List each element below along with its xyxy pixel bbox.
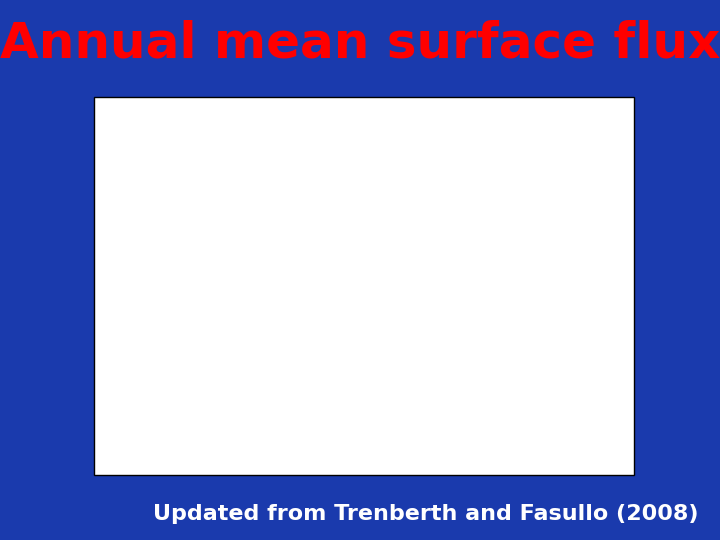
Text: Annual mean surface flux: Annual mean surface flux (0, 19, 720, 67)
Text: Updated from Trenberth and Fasullo (2008): Updated from Trenberth and Fasullo (2008… (153, 504, 698, 524)
FancyBboxPatch shape (94, 97, 634, 475)
